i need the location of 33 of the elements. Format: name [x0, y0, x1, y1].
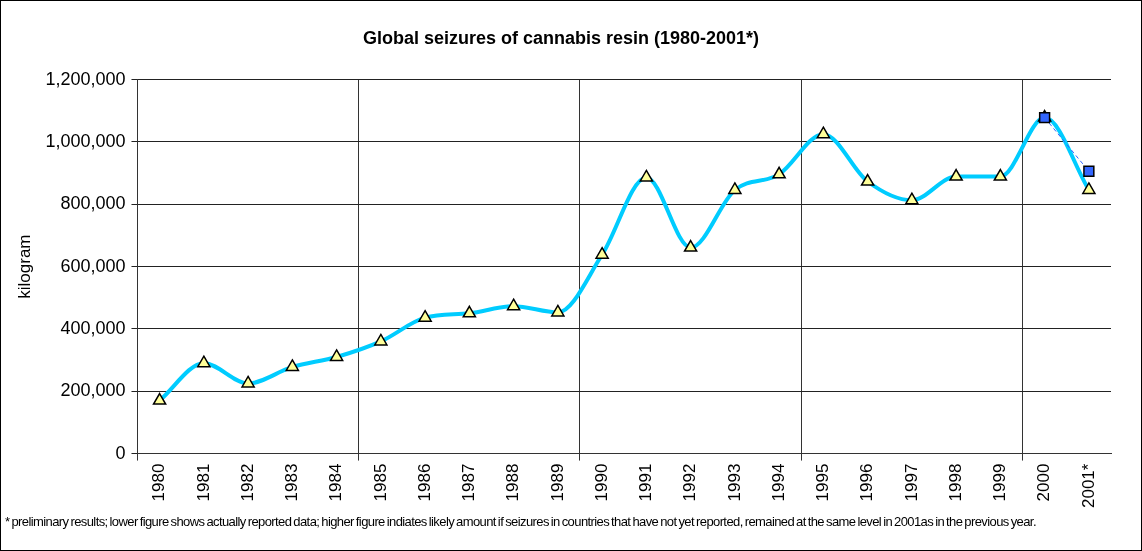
x-tick-label: 1990	[591, 463, 611, 502]
y-tick-label: 0	[115, 442, 126, 463]
x-tick-label: 1995	[813, 463, 833, 502]
x-tick-label: 2001*	[1078, 463, 1098, 508]
y-axis-title: kilogram	[14, 234, 34, 299]
x-tick-label: 1980	[149, 463, 169, 502]
x-tick-label: 1991	[636, 463, 656, 502]
x-tick-label: 1981	[193, 463, 213, 502]
x-tick-label: 1988	[503, 463, 523, 502]
x-tick-label: 1992	[680, 463, 700, 502]
y-tick-label: 400,000	[60, 317, 126, 338]
text: * preliminary results; lower figure shows actually reported data; higher figure indiates likely amount if seizures in countries that have not yet reported, remained at the same level in 2001as in the previous year.	[5, 513, 1037, 531]
x-tick-label: 1989	[547, 463, 567, 502]
x-tick-label: 1983	[282, 463, 302, 502]
y-tick-label: 1,000,000	[45, 130, 126, 151]
x-tick-label: 1999	[990, 463, 1010, 502]
x-tick-label: 1984	[326, 463, 346, 502]
x-tick-label: 1985	[370, 463, 390, 502]
x-tick-label: 1986	[414, 463, 434, 502]
x-tick-label: 1993	[724, 463, 744, 502]
y-tick-label: 800,000	[60, 193, 126, 214]
x-tick-label: 1998	[945, 463, 965, 502]
x-tick-label: 2000	[1034, 463, 1054, 502]
chart-title: Global seizures of cannabis resin (1980-2001*)	[362, 27, 760, 48]
y-tick-label: 1,200,000	[45, 68, 126, 89]
x-tick-label: 1997	[901, 463, 921, 502]
x-tick-label: 1996	[857, 463, 877, 502]
y-tick-label: 200,000	[60, 380, 126, 401]
x-tick-label: 1987	[459, 463, 479, 502]
x-tick-label: 1994	[768, 463, 788, 502]
x-tick-label: 1982	[237, 463, 257, 502]
point	[1083, 165, 1095, 177]
y-tick-label: 600,000	[60, 255, 126, 276]
